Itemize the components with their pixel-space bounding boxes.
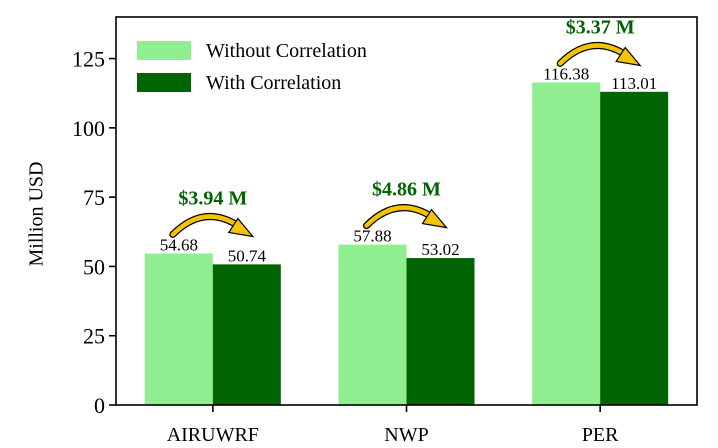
x-tick-label-nwp: NWP bbox=[384, 424, 428, 446]
savings-arrow-airuwrf bbox=[170, 214, 244, 237]
bar-nwp-without-correlation bbox=[338, 244, 407, 405]
bar-airuwrf-without-correlation bbox=[144, 253, 213, 405]
savings-arrowhead-per bbox=[615, 46, 642, 67]
bar-labels-group: 54.68 50.74 57.88 53.02 116.38 113.01 bbox=[160, 64, 658, 265]
bar-label-airuwrf-with-correlation: 50.74 bbox=[228, 246, 267, 265]
bar-per-without-correlation bbox=[532, 82, 601, 405]
savings-arrow-nwp bbox=[364, 205, 437, 228]
bar-label-airuwrf-without-correlation: 54.68 bbox=[160, 235, 198, 254]
legend-label-without-correlation: Without Correlation bbox=[206, 40, 367, 62]
bar-label-nwp-without-correlation: 57.88 bbox=[353, 227, 391, 246]
bar-nwp-with-correlation bbox=[406, 258, 475, 405]
bar-per-with-correlation bbox=[600, 91, 669, 406]
bar-label-per-without-correlation: 116.38 bbox=[543, 64, 589, 83]
y-tick-label-0: 0 bbox=[94, 393, 105, 418]
legend-swatch-without-correlation bbox=[137, 41, 191, 60]
y-tick-label-125: 125 bbox=[72, 47, 105, 72]
savings-arrowhead-nwp bbox=[421, 208, 448, 229]
legend-label-with-correlation: With Correlation bbox=[206, 72, 341, 94]
x-tick-label-per: PER bbox=[582, 424, 619, 446]
axes-group: 0 25 50 75 100 125 AIRUWRF NWP PER bbox=[72, 16, 698, 446]
savings-label-nwp: $4.86 M bbox=[372, 179, 441, 201]
y-tick-label-100: 100 bbox=[72, 116, 105, 141]
savings-arrow-per bbox=[557, 43, 631, 66]
y-tick-label-75: 75 bbox=[83, 185, 105, 210]
savings-arrowhead-airuwrf bbox=[227, 217, 255, 238]
legend-swatch-with-correlation bbox=[137, 73, 191, 92]
legend: Without Correlation With Correlation bbox=[137, 40, 367, 94]
y-axis-label: Million USD bbox=[26, 161, 48, 266]
savings-annotations: $3.94 M $4.86 M $3.37 M bbox=[169, 16, 642, 238]
savings-label-per: $3.37 M bbox=[566, 16, 635, 38]
x-tick-label-airuwrf: AIRUWRF bbox=[167, 424, 259, 446]
y-tick-label-50: 50 bbox=[83, 254, 105, 279]
y-tick-label-25: 25 bbox=[83, 324, 105, 349]
bar-airuwrf-with-correlation bbox=[212, 264, 281, 405]
bar-label-nwp-with-correlation: 53.02 bbox=[421, 240, 459, 259]
bar-label-per-with-correlation: 113.01 bbox=[611, 74, 657, 93]
bars-group bbox=[144, 82, 669, 406]
savings-label-airuwrf: $3.94 M bbox=[178, 187, 247, 209]
